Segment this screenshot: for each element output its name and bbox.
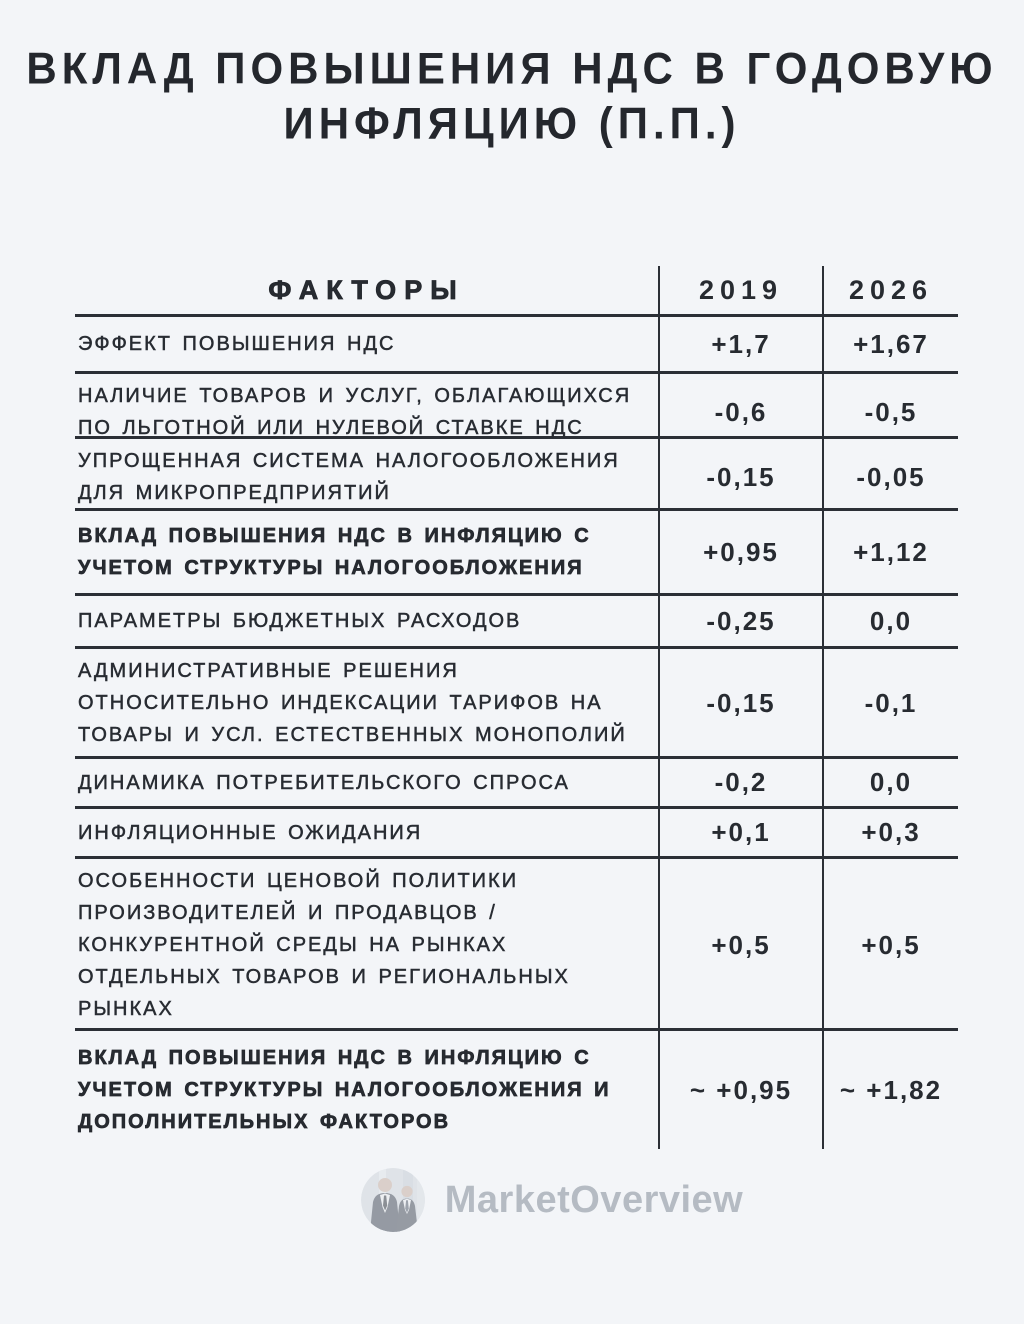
table-row: ДИНАМИКА ПОТРЕБИТЕЛЬСКОГО СПРОСА -0,2 0,… bbox=[75, 759, 958, 809]
value-2019: +0,5 bbox=[658, 859, 822, 1031]
factor-label: ДИНАМИКА ПОТРЕБИТЕЛЬСКОГО СПРОСА bbox=[78, 771, 570, 794]
value-2026: 0,0 bbox=[822, 596, 958, 646]
brand-avatar bbox=[360, 1168, 425, 1232]
table-row: НАЛИЧИЕ ТОВАРОВ И УСЛУГ, ОБЛАГАЮЩИХСЯ ПО… bbox=[75, 374, 958, 450]
table-row: ИНФЛЯЦИОННЫЕ ОЖИДАНИЯ +0,1 +0,3 bbox=[75, 809, 958, 859]
value-2026: +1,67 bbox=[822, 317, 958, 371]
factor-label: ВКЛАД ПОВЫШЕНИЯ НДС В ИНФЛЯЦИЮ С УЧЕТОМ … bbox=[78, 525, 591, 580]
table-row: ПАРАМЕТРЫ БЮДЖЕТНЫХ РАСХОДОВ -0,25 0,0 bbox=[75, 596, 958, 649]
table-header-row: ФАКТОРЫ 2019 2026 bbox=[75, 266, 958, 317]
factor-label: ПАРАМЕТРЫ БЮДЖЕТНЫХ РАСХОДОВ bbox=[78, 610, 522, 633]
table-row-total: ВКЛАД ПОВЫШЕНИЯ НДС В ИНФЛЯЦИЮ С УЧЕТОМ … bbox=[75, 1031, 958, 1149]
table-row-summary: ВКЛАД ПОВЫШЕНИЯ НДС В ИНФЛЯЦИЮ С УЧЕТОМ … bbox=[75, 511, 958, 596]
factor-label: УПРОЩЕННАЯ СИСТЕМА НАЛОГООБЛОЖЕНИЯ ДЛЯ М… bbox=[78, 450, 620, 505]
two-businessmen-photo-icon bbox=[360, 1168, 425, 1232]
page-title-line1: ВКЛАД ПОВЫШЕНИЯ НДС В ГОДОВУЮ bbox=[26, 43, 998, 93]
factor-label: НАЛИЧИЕ ТОВАРОВ И УСЛУГ, ОБЛАГАЮЩИХСЯ ПО… bbox=[78, 385, 632, 440]
factor-label: АДМИНИСТРАТИВНЫЕ РЕШЕНИЯ ОТНОСИТЕЛЬНО ИН… bbox=[78, 660, 627, 747]
value-2019: -0,2 bbox=[658, 759, 822, 806]
value-2026: 0,0 bbox=[822, 759, 958, 806]
factor-label: ЭФФЕКТ ПОВЫШЕНИЯ НДС bbox=[78, 333, 396, 356]
value-2019: +0,95 bbox=[658, 511, 822, 593]
value-2019: ~ +0,95 bbox=[658, 1031, 822, 1149]
value-2019: -0,25 bbox=[658, 596, 822, 646]
factor-label: ВКЛАД ПОВЫШЕНИЯ НДС В ИНФЛЯЦИЮ С УЧЕТОМ … bbox=[78, 1047, 611, 1134]
header-factors: ФАКТОРЫ bbox=[268, 275, 465, 306]
value-2019: -0,15 bbox=[658, 439, 822, 515]
value-2026: ~ +1,82 bbox=[822, 1031, 958, 1149]
page-title-line2: ИНФЛЯЦИЮ (П.П.) bbox=[283, 98, 741, 148]
header-2019: 2019 bbox=[658, 266, 822, 314]
factor-label: ОСОБЕННОСТИ ЦЕНОВОЙ ПОЛИТИКИ ПРОИЗВОДИТЕ… bbox=[78, 870, 570, 1021]
value-2019: -0,6 bbox=[658, 374, 822, 450]
value-2026: +0,3 bbox=[822, 809, 958, 856]
value-2026: +1,12 bbox=[822, 511, 958, 593]
value-2026: -0,5 bbox=[822, 374, 958, 450]
table-row: УПРОЩЕННАЯ СИСТЕМА НАЛОГООБЛОЖЕНИЯ ДЛЯ М… bbox=[75, 439, 958, 515]
table-row: ЭФФЕКТ ПОВЫШЕНИЯ НДС +1,7 +1,67 bbox=[75, 317, 958, 374]
value-2026: +0,5 bbox=[822, 859, 958, 1031]
footer-brand: MarketOverview bbox=[40, 1168, 1024, 1232]
factor-label: ИНФЛЯЦИОННЫЕ ОЖИДАНИЯ bbox=[78, 821, 423, 844]
header-2026: 2026 bbox=[822, 266, 958, 314]
table-row: АДМИНИСТРАТИВНЫЕ РЕШЕНИЯ ОТНОСИТЕЛЬНО ИН… bbox=[75, 649, 958, 759]
value-2026: -0,1 bbox=[822, 649, 958, 757]
value-2019: +1,7 bbox=[658, 317, 822, 371]
infographic-page: ВКЛАД ПОВЫШЕНИЯ НДС В ГОДОВУЮ ИНФЛЯЦИЮ (… bbox=[0, 41, 1024, 1324]
page-title: ВКЛАД ПОВЫШЕНИЯ НДС В ГОДОВУЮ ИНФЛЯЦИЮ (… bbox=[0, 41, 1024, 151]
value-2026: -0,05 bbox=[822, 439, 958, 515]
value-2019: -0,15 bbox=[658, 649, 822, 757]
vat-contribution-table: ФАКТОРЫ 2019 2026 ЭФФЕКТ ПОВЫШЕНИЯ НДС +… bbox=[75, 266, 958, 1149]
value-2019: +0,1 bbox=[658, 809, 822, 856]
table-row: ОСОБЕННОСТИ ЦЕНОВОЙ ПОЛИТИКИ ПРОИЗВОДИТЕ… bbox=[75, 859, 958, 1031]
brand-name: MarketOverview bbox=[444, 1178, 744, 1221]
